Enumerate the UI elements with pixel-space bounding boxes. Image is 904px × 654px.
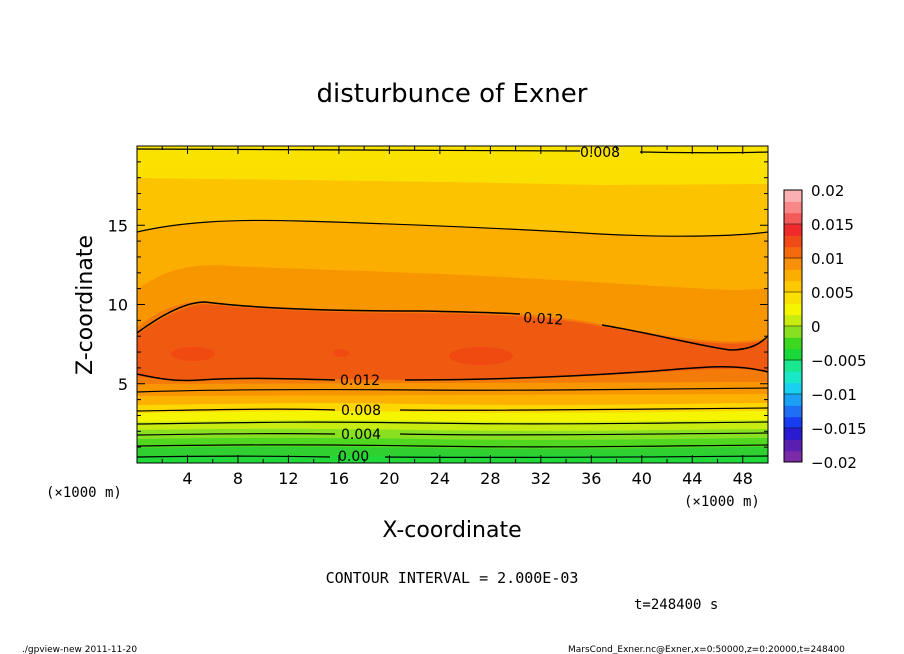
contour-label: 0.008 bbox=[580, 145, 620, 161]
colorbar-segment bbox=[784, 348, 802, 361]
x-tick-label: 12 bbox=[278, 469, 298, 488]
colorbar-segment bbox=[784, 246, 802, 259]
colorbar-tick-label: 0.01 bbox=[811, 250, 844, 268]
x-axis: 4 8 12 16 20 24 28 32 36 40 44 48 bbox=[161, 146, 753, 488]
contour-line-c bbox=[137, 444, 768, 448]
colorbar-tick-label: 0 bbox=[811, 318, 821, 336]
x-tick-label: 16 bbox=[329, 469, 349, 488]
band-red-orange bbox=[137, 304, 768, 381]
contour-line-0012-lower bbox=[137, 366, 768, 382]
plot-area: 0.008 0.012 0.012 0.008 0.004 0.00 bbox=[137, 145, 768, 465]
blob-mid bbox=[333, 349, 349, 357]
colorbar-segment bbox=[784, 212, 802, 225]
contour-line-0012-upper bbox=[137, 301, 768, 351]
x-tick-label: 48 bbox=[733, 469, 753, 488]
colorbar-segment bbox=[784, 303, 802, 316]
contour-label: 0.008 bbox=[341, 403, 381, 419]
colorbar-segment bbox=[784, 371, 802, 384]
colorbar-segment bbox=[784, 326, 802, 338]
colorbar-segment bbox=[784, 394, 802, 406]
x-axis-label: X-coordinate bbox=[382, 518, 521, 543]
colorbar-segment bbox=[784, 405, 802, 418]
colorbar-tick-label: 0.015 bbox=[811, 216, 854, 234]
footer-left: ./gpview-new 2011-11-20 bbox=[22, 645, 137, 654]
colorbar-segment bbox=[784, 360, 802, 372]
colorbar-segment bbox=[784, 439, 802, 452]
colorbar-segment bbox=[784, 280, 802, 293]
time-label: t=248400 s bbox=[634, 597, 718, 613]
contour-line-a bbox=[137, 387, 768, 393]
chart-title: disturbunce of Exner bbox=[317, 79, 588, 109]
colorbar-tick-label: −0.01 bbox=[811, 386, 857, 404]
contour-line-0008 bbox=[137, 407, 768, 412]
colorbar-tick-label: −0.015 bbox=[811, 420, 867, 438]
x-tick-label: 32 bbox=[531, 469, 551, 488]
contour-line-0004 bbox=[137, 432, 768, 436]
colorbar-segment bbox=[784, 190, 802, 202]
y-axis: 5 10 15 bbox=[108, 161, 768, 448]
colorbar-tick-label: −0.005 bbox=[811, 352, 867, 370]
blob-left bbox=[171, 347, 215, 361]
colorbar bbox=[784, 190, 802, 463]
colorbar-segment bbox=[784, 450, 802, 463]
colorbar-tick-label: 0.005 bbox=[811, 284, 854, 302]
colorbar-segment bbox=[784, 292, 802, 304]
colorbar-ticks: 0.02 0.015 0.01 0.005 0 −0.005 −0.01 −0.015 −0.0… bbox=[784, 182, 867, 472]
footer-right: MarsCond_Exner.nc@Exner,x=0:50000,z=0:20… bbox=[568, 645, 845, 654]
x-tick-label: 28 bbox=[480, 469, 500, 488]
blob-right bbox=[449, 347, 513, 365]
y-tick-label: 15 bbox=[108, 216, 128, 235]
x-tick-label: 4 bbox=[182, 469, 192, 488]
colorbar-segment bbox=[784, 258, 802, 270]
colorbar-tick-label: 0.02 bbox=[811, 182, 844, 200]
x-unit-right: (×1000 m) bbox=[684, 494, 760, 510]
y-tick-label: 5 bbox=[118, 375, 128, 394]
colorbar-segment bbox=[784, 314, 802, 327]
x-tick-label: 24 bbox=[430, 469, 450, 488]
x-tick-label: 20 bbox=[379, 469, 399, 488]
x-unit-left: (×1000 m) bbox=[46, 485, 122, 501]
x-tick-label: 36 bbox=[581, 469, 601, 488]
colorbar-segment bbox=[784, 337, 802, 350]
contour-interval: CONTOUR INTERVAL = 2.000E-03 bbox=[326, 569, 579, 587]
contour-line-b bbox=[137, 421, 768, 425]
x-tick-label: 44 bbox=[682, 469, 702, 488]
contour-line-upper bbox=[137, 219, 768, 237]
colorbar-tick-label: −0.02 bbox=[811, 454, 857, 472]
contour-line-top bbox=[137, 148, 768, 154]
contour-label: 0.004 bbox=[341, 427, 381, 443]
colorbar-segment bbox=[784, 382, 802, 395]
contour-label: 0.012 bbox=[340, 373, 380, 389]
colorbar-segment bbox=[784, 235, 802, 248]
x-tick-label: 40 bbox=[632, 469, 652, 488]
colorbar-segment bbox=[784, 428, 802, 440]
contour-label: 0.00 bbox=[338, 449, 369, 465]
colorbar-segment bbox=[784, 269, 802, 282]
colorbar-segment bbox=[784, 416, 802, 429]
colorbar-segment bbox=[784, 224, 802, 236]
contour-label: 0.012 bbox=[523, 310, 564, 329]
colorbar-segment bbox=[784, 201, 802, 214]
y-axis-label: Z-coordinate bbox=[73, 235, 98, 375]
x-tick-label: 8 bbox=[233, 469, 243, 488]
y-tick-label: 10 bbox=[108, 296, 128, 315]
